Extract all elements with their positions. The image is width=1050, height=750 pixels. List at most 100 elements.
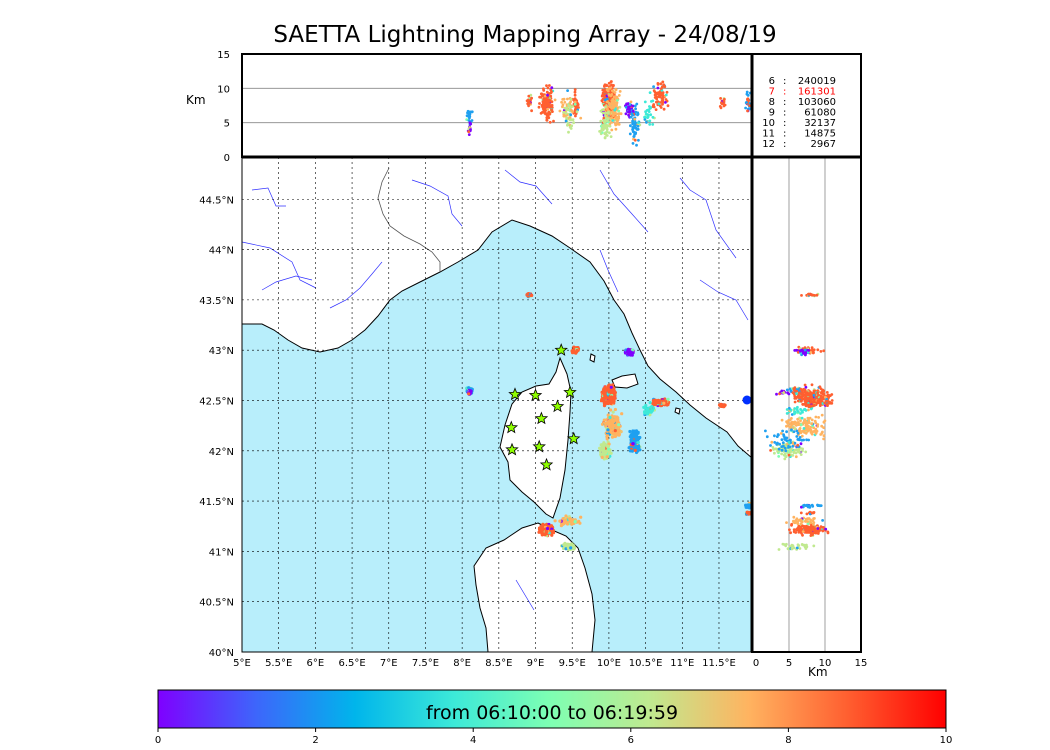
altitude-lon-point	[651, 105, 655, 108]
count-separator: :	[783, 139, 786, 150]
lightning-source-point	[612, 419, 616, 423]
lat-altitude-point	[799, 412, 802, 415]
lat-altitude-point	[814, 415, 818, 419]
river-line	[261, 275, 313, 291]
lightning-source-point	[599, 399, 604, 403]
altitude-lon-point	[631, 113, 634, 117]
altitude-lon-point	[631, 109, 635, 113]
lat-altitude-point	[807, 408, 810, 412]
lat-altitude-point	[798, 436, 802, 439]
altitude-lon-point	[637, 138, 640, 142]
lat-altitude-point	[793, 386, 797, 390]
lat-altitude-point	[794, 424, 798, 427]
altitude-lon-point	[573, 93, 577, 97]
lon-tick-label: 9°E	[527, 658, 545, 669]
lat-altitude-point	[811, 531, 815, 535]
lon-tick-label: 7°E	[380, 658, 398, 669]
lightning-source-point	[575, 348, 579, 353]
tick-labels: 15 10 5 0 44.5°N 44°N 43.5°N 43°N 42.5°N 42°N 41.5…	[199, 50, 867, 669]
lat-altitude-point	[810, 432, 814, 436]
lat-altitude-point	[794, 421, 798, 425]
lat-altitude-point	[804, 504, 808, 507]
altitude-lon-point	[645, 120, 648, 124]
altitude-lon-point	[654, 92, 658, 95]
lat-altitude-point	[785, 430, 788, 434]
lightning-source-point	[603, 451, 608, 455]
lightning-source-point	[602, 418, 606, 422]
lat-altitude-point	[806, 416, 810, 420]
colorbar-tick-label: 8	[785, 735, 791, 746]
lat-altitude-point	[819, 350, 823, 353]
count-level: 6	[769, 76, 775, 87]
altitude-lon-point	[719, 97, 722, 100]
lightning-source-point	[611, 410, 615, 414]
lat-altitude-point	[783, 452, 787, 456]
lightning-source-point	[610, 422, 614, 426]
lat-altitude-point	[795, 527, 799, 531]
lat-altitude-point	[801, 530, 805, 533]
lat-altitude-point	[782, 444, 785, 448]
lat-altitude-point	[805, 524, 808, 528]
lat-altitude-point	[816, 393, 820, 397]
lat-altitude-point	[809, 531, 813, 535]
altitude-lon-point	[661, 99, 665, 102]
count-value: 103060	[798, 97, 836, 108]
count-level: 9	[769, 108, 775, 119]
altitude-lon-point	[748, 104, 751, 107]
colorbar-tick-label: 6	[628, 735, 634, 746]
lightning-source-point	[638, 435, 642, 440]
lon-tick-label: 11°E	[670, 658, 694, 669]
altitude-lon-point	[615, 103, 618, 107]
altitude-lon-point	[604, 105, 607, 109]
lightning-source-point	[611, 383, 615, 387]
river-line	[411, 179, 463, 227]
altitude-lon-point	[746, 97, 749, 101]
lat-altitude-point	[803, 396, 807, 399]
altitude-lon-point	[608, 102, 611, 106]
lat-altitude-point	[805, 512, 809, 516]
altitude-lon-point	[599, 109, 603, 113]
lat-altitude-point	[803, 383, 807, 387]
count-value: 161301	[798, 87, 836, 98]
lightning-source-point	[628, 449, 633, 453]
side-blue-marker	[742, 395, 752, 405]
lat-altitude-point	[804, 391, 808, 394]
lat-altitude-point	[802, 387, 806, 391]
river-line	[699, 279, 749, 321]
lat-altitude-point	[799, 419, 802, 423]
top-lightning-points	[465, 80, 752, 147]
lightning-source-point	[633, 448, 637, 452]
lat-altitude-point	[776, 450, 779, 453]
lat-altitude-point	[798, 547, 802, 550]
lat-altitude-point	[825, 399, 828, 403]
altitude-lon-point	[634, 107, 637, 111]
station-markers	[504, 343, 581, 471]
lat-altitude-point	[795, 348, 799, 352]
lat-altitude-point	[809, 518, 812, 522]
lat-altitude-point	[795, 389, 798, 393]
altitude-lon-point	[550, 86, 554, 90]
lat-altitude-point	[776, 441, 779, 445]
lat-tick-label: 44.5°N	[199, 195, 234, 206]
lat-altitude-point	[820, 394, 823, 398]
altitude-lon-point	[546, 113, 550, 117]
altitude-lon-point	[636, 113, 639, 117]
altitude-lon-point	[655, 95, 659, 99]
lat-altitude-point	[796, 405, 799, 409]
altitude-lon-point	[604, 114, 607, 118]
lat-altitude-point	[787, 445, 790, 449]
colorbar-tick-label: 4	[470, 735, 476, 746]
lat-altitude-point	[789, 531, 792, 535]
river-line	[515, 579, 535, 611]
altitude-lon-point	[603, 83, 607, 87]
lat-altitude-point	[787, 418, 791, 422]
lat-altitude-point	[793, 407, 797, 410]
river-line	[329, 261, 383, 309]
colorbar-tick-label: 2	[312, 735, 318, 746]
lon-tick-label: 7.5°E	[412, 658, 439, 669]
altitude-lon-point	[645, 112, 648, 116]
lat-altitude-point	[788, 448, 792, 452]
altitude-lon-point	[652, 85, 655, 89]
lat-altitude-point	[801, 350, 805, 354]
